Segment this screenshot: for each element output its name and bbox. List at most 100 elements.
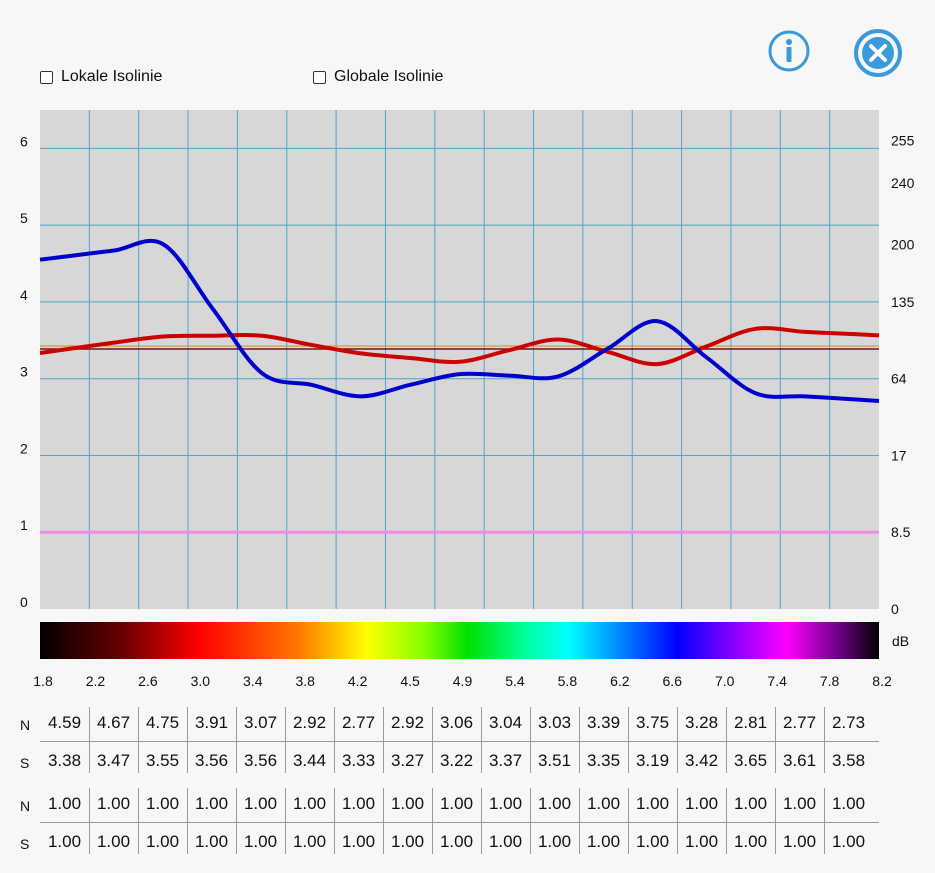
table-cell: 1.00: [831, 794, 866, 813]
y-tick-left: 4: [20, 287, 28, 303]
table-cell: 1.00: [537, 832, 572, 851]
global-isoline-label: Globale Isolinie: [334, 68, 444, 85]
color-scale-tick: 5.4: [505, 673, 525, 689]
checkbox-box[interactable]: [40, 70, 53, 84]
column-divider: [481, 707, 482, 773]
color-scale-tick: 8.2: [872, 673, 892, 689]
color-scale-bar: [40, 622, 879, 659]
table-cell: 2.92: [390, 713, 425, 732]
color-scale-ticks: 1.8 2.2 2.6 3.0 3.4 3.8 4.2 4.5 4.9 5.4 5.8 6.2 6.6 7…: [0, 673, 935, 693]
table-cell: 1.00: [635, 832, 670, 851]
table-cell: 2.73: [831, 713, 866, 732]
table-cell: 1.00: [341, 794, 376, 813]
column-divider: [481, 788, 482, 854]
global-isoline-checkbox[interactable]: Globale Isolinie: [313, 68, 443, 86]
color-scale-tick: 4.5: [400, 673, 420, 689]
series-line-n: [39, 238, 880, 403]
column-divider: [334, 788, 335, 854]
table-cell: 1.00: [194, 832, 229, 851]
y-tick-right: 200: [891, 236, 915, 252]
y-tick-right: 0: [891, 601, 899, 617]
table-cell: 3.39: [586, 713, 621, 732]
column-divider: [824, 707, 825, 773]
table-cell: 1.00: [194, 794, 229, 813]
table-cell: 1.00: [47, 794, 82, 813]
y-tick-right: 17: [891, 447, 907, 463]
row-divider: [40, 822, 879, 823]
table-cell: 1.00: [684, 794, 719, 813]
table-cell: 1.00: [292, 794, 327, 813]
table-cell: 1.00: [782, 832, 817, 851]
table-cell: 1.00: [635, 794, 670, 813]
table-cell: 3.44: [292, 751, 327, 770]
color-scale-unit: dB: [892, 633, 910, 649]
row-label: S: [20, 755, 30, 771]
table-cell: 3.58: [831, 751, 866, 770]
column-divider: [530, 707, 531, 773]
table-cell: 3.19: [635, 751, 670, 770]
table-cell: 1.00: [488, 794, 523, 813]
table-cell: 1.00: [96, 832, 131, 851]
table-cell: 3.03: [537, 713, 572, 732]
table-cell: 2.77: [341, 713, 376, 732]
color-scale-tick: 2.2: [85, 673, 106, 689]
color-scale-tick: 4.2: [347, 673, 368, 689]
table-cell: 3.07: [243, 713, 278, 732]
table-cell: 1.00: [439, 832, 474, 851]
column-divider: [579, 788, 580, 854]
table-cell: 3.38: [47, 751, 82, 770]
column-divider: [383, 788, 384, 854]
table-cell: 3.22: [439, 751, 474, 770]
column-divider: [334, 707, 335, 773]
checkbox-box[interactable]: [313, 70, 326, 84]
color-scale-tick: 6.2: [610, 673, 630, 689]
table-cell: 3.28: [684, 713, 719, 732]
table-cell: 3.04: [488, 713, 523, 732]
table-cell: 3.33: [341, 751, 376, 770]
row-divider: [40, 741, 879, 742]
close-icon[interactable]: [851, 29, 905, 77]
info-icon[interactable]: [767, 29, 811, 73]
table-cell: 2.77: [782, 713, 817, 732]
table-cell: 1.00: [292, 832, 327, 851]
column-divider: [138, 707, 139, 773]
y-tick-right: 64: [891, 371, 907, 387]
column-divider: [138, 788, 139, 854]
table-cell: 3.47: [96, 751, 131, 770]
column-divider: [285, 707, 286, 773]
column-divider: [677, 788, 678, 854]
local-isoline-label: Lokale Isolinie: [61, 68, 163, 85]
info-button[interactable]: [767, 29, 811, 78]
table-cell: 1.00: [586, 794, 621, 813]
plot-background: [40, 110, 879, 609]
table-cell: 1.00: [782, 794, 817, 813]
local-isoline-checkbox[interactable]: Lokale Isolinie: [40, 68, 162, 86]
chart-area: 0 1 2 3 4 5 6 0 8.5 17 64 135 200 240 255: [20, 110, 915, 617]
table-cell: 4.67: [96, 713, 131, 732]
table-cell: 1.00: [96, 794, 131, 813]
table-cell: 1.00: [243, 832, 278, 851]
close-button[interactable]: [851, 29, 905, 82]
table-cell: 3.61: [782, 751, 817, 770]
column-divider: [775, 788, 776, 854]
table-cell: 1.00: [488, 832, 523, 851]
column-divider: [285, 788, 286, 854]
table-cell: 1.00: [390, 794, 425, 813]
table-cell: 1.00: [439, 794, 474, 813]
table-cell: 3.51: [537, 751, 572, 770]
table-cell: 1.00: [537, 794, 572, 813]
color-scale-tick: 6.6: [662, 673, 682, 689]
table-cell: 1.00: [47, 832, 82, 851]
column-divider: [579, 707, 580, 773]
color-scale-tick: 3.8: [295, 673, 315, 689]
column-divider: [236, 707, 237, 773]
column-divider: [236, 788, 237, 854]
color-scale-tick: 3.0: [190, 673, 211, 689]
column-divider: [383, 707, 384, 773]
column-divider: [89, 707, 90, 773]
column-divider: [530, 788, 531, 854]
table-cell: 1.00: [733, 794, 768, 813]
y-tick-right: 8.5: [891, 524, 911, 540]
table-cell: 3.27: [390, 751, 425, 770]
color-scale-tick: 7.4: [767, 673, 787, 689]
